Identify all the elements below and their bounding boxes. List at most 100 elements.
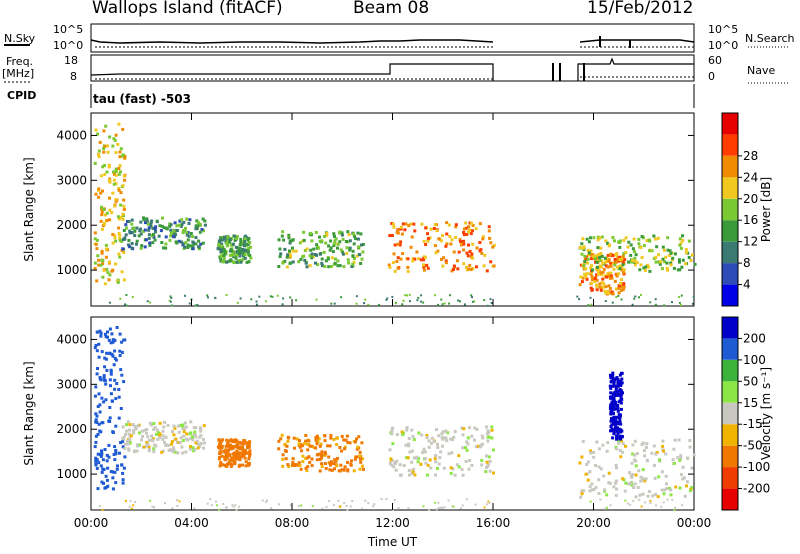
data-cell-velocity-4 (405, 426, 409, 430)
data-cell-power-5 (601, 270, 605, 274)
ground-scatter-velocity (632, 500, 635, 502)
data-cell-power-4 (417, 257, 421, 261)
data-cell-power-5 (622, 270, 625, 274)
data-cell-velocity-3 (333, 458, 337, 462)
data-cell-velocity-3 (319, 456, 323, 460)
data-cell-power-2 (225, 260, 229, 264)
data-cell-velocity-0 (109, 370, 113, 374)
data-cell-power-1 (175, 224, 179, 228)
ground-scatter-velocity (328, 500, 331, 503)
data-cell-power-6 (597, 252, 601, 256)
data-cell-velocity-5 (633, 439, 637, 443)
ground-scatter-power (578, 298, 581, 301)
data-cell-power-6 (596, 265, 599, 269)
data-cell-power-4 (426, 237, 430, 241)
ytick-label-velocity-1: 2000 (56, 422, 87, 436)
data-cell-velocity-1 (145, 441, 149, 444)
data-cell-power-4 (462, 239, 465, 243)
data-cell-power-3 (357, 245, 361, 249)
data-cell-velocity-0 (106, 484, 110, 488)
ground-scatter-power (214, 296, 217, 299)
data-cell-power-2 (231, 242, 235, 246)
colorbar-seg-velocity-7 (722, 338, 738, 360)
data-cell-velocity-2 (235, 449, 239, 453)
data-cell-power-1 (161, 216, 164, 220)
data-cell-velocity-4 (492, 448, 495, 452)
data-cell-power-2 (239, 240, 243, 244)
data-cell-velocity-6 (612, 411, 615, 415)
data-cell-power-0 (93, 267, 97, 271)
data-cell-velocity-3 (320, 462, 324, 466)
data-cell-power-4 (410, 235, 414, 239)
data-cell-power-6 (668, 249, 672, 253)
data-cell-velocity-5 (579, 495, 583, 499)
ground-scatter-velocity (164, 502, 166, 505)
data-cell-power-6 (684, 251, 688, 255)
data-cell-velocity-6 (612, 396, 616, 400)
ground-scatter-velocity (385, 498, 388, 501)
data-cell-power-6 (670, 258, 674, 262)
data-cell-power-0 (97, 152, 100, 156)
data-cell-velocity-5 (662, 488, 666, 492)
data-cell-velocity-1 (143, 428, 147, 432)
data-cell-velocity-0 (120, 463, 124, 467)
data-cell-velocity-0 (111, 340, 115, 344)
data-cell-power-0 (118, 233, 122, 237)
data-cell-power-3 (329, 246, 333, 250)
data-cell-power-3 (291, 260, 295, 264)
data-cell-power-6 (655, 245, 659, 249)
ground-scatter-power (691, 302, 694, 305)
data-cell-velocity-5 (661, 439, 665, 443)
data-cell-velocity-3 (348, 441, 352, 445)
data-cell-power-4 (435, 229, 439, 233)
data-cell-velocity-3 (300, 449, 304, 453)
data-cell-velocity-2 (230, 463, 234, 467)
data-cell-velocity-5 (672, 447, 676, 451)
data-cell-velocity-1 (132, 450, 136, 454)
data-cell-velocity-3 (335, 443, 339, 446)
data-cell-power-2 (227, 259, 231, 263)
data-cell-power-0 (117, 186, 121, 190)
data-cell-power-4 (424, 226, 428, 230)
data-cell-power-5 (595, 284, 599, 288)
ground-scatter-power (615, 296, 618, 298)
data-cell-power-0 (102, 147, 106, 151)
data-cell-velocity-1 (164, 435, 168, 439)
ground-scatter-power (587, 304, 590, 307)
data-cell-power-0 (100, 210, 104, 214)
data-cell-power-0 (122, 204, 126, 208)
data-cell-power-1 (147, 236, 151, 240)
data-cell-power-2 (243, 240, 247, 244)
data-cell-velocity-0 (94, 434, 98, 438)
data-cell-power-4 (462, 248, 465, 252)
data-cell-velocity-4 (457, 465, 461, 469)
data-cell-velocity-3 (359, 457, 362, 461)
data-cell-power-4 (452, 267, 455, 271)
data-cell-power-2 (222, 254, 226, 257)
data-cell-power-1 (130, 242, 134, 245)
data-cell-power-3 (299, 258, 303, 261)
data-cell-power-6 (661, 245, 665, 249)
data-cell-power-0 (122, 278, 126, 282)
data-cell-velocity-5 (603, 488, 606, 492)
data-cell-velocity-5 (597, 447, 601, 451)
data-cell-power-1 (194, 224, 198, 228)
data-cell-power-6 (630, 260, 634, 264)
data-cell-power-6 (659, 260, 663, 264)
data-cell-power-1 (192, 241, 196, 245)
data-cell-velocity-3 (321, 453, 325, 457)
data-cell-velocity-6 (611, 384, 615, 388)
data-cell-power-6 (669, 251, 673, 255)
data-cell-velocity-6 (611, 408, 615, 412)
data-cell-power-6 (581, 237, 585, 241)
ytick-label-velocity-3: 4000 (56, 332, 87, 346)
ground-scatter-velocity (407, 507, 410, 510)
data-cell-velocity-1 (194, 435, 198, 439)
data-cell-power-0 (97, 263, 101, 267)
data-cell-velocity-1 (126, 420, 130, 424)
data-cell-velocity-4 (412, 438, 416, 442)
data-cell-power-1 (133, 234, 137, 237)
data-cell-power-5 (617, 291, 621, 295)
data-cell-power-5 (620, 278, 623, 282)
data-cell-power-3 (315, 243, 319, 247)
